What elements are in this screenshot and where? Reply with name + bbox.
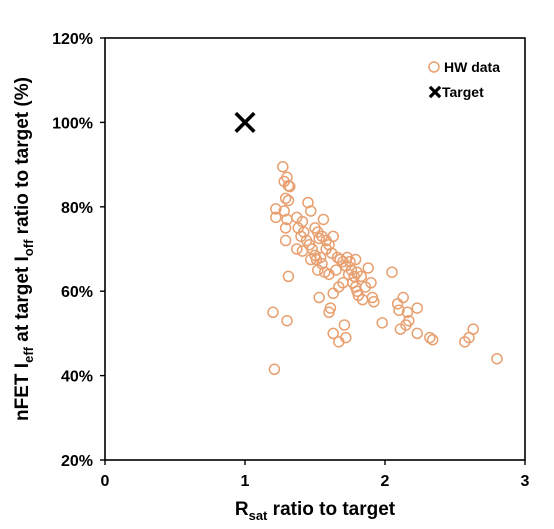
legend-hw-label: HW data (444, 59, 500, 75)
hw-data-point (333, 281, 345, 293)
hw-data-point (365, 277, 377, 289)
hw-data-point (401, 306, 414, 319)
hw-data-point (394, 323, 407, 335)
hw-data-point (291, 243, 303, 255)
hw-data-point (327, 327, 339, 340)
hw-data-point (267, 306, 279, 319)
x-tick-label: 1 (241, 473, 250, 490)
x-axis-ticks: 0 1 2 3 (101, 460, 530, 490)
plot-area (104, 37, 526, 461)
target-point (234, 111, 256, 133)
hw-data-point (338, 319, 351, 331)
hw-data-point (426, 333, 439, 346)
legend-target-marker (428, 85, 442, 99)
hw-data-point (313, 232, 325, 245)
legend: HW data Target (428, 59, 500, 100)
hw-data-point (386, 266, 398, 278)
hw-data-point (313, 291, 325, 304)
hw-data-point (305, 205, 317, 217)
legend-target-label: Target (442, 84, 484, 100)
hw-data-point (305, 253, 317, 266)
hw-data-point (282, 270, 295, 283)
data-points (234, 111, 503, 376)
y-tick-label: 60% (61, 284, 93, 301)
y-axis-ticks: 20% 40% 60% 80% 100% 120% (52, 31, 105, 470)
hw-data-point (323, 306, 335, 319)
x-axis-title: Rsat ratio to target (235, 499, 396, 523)
hw-data-point (317, 213, 330, 226)
hw-data-point (391, 298, 404, 310)
hw-data-point (281, 314, 293, 327)
hw-data-point (268, 363, 281, 376)
hw-data-point (344, 255, 356, 268)
hw-data-point (327, 230, 339, 243)
hw-data-point (312, 264, 324, 276)
hw-data-point (279, 222, 292, 234)
y-tick-label: 120% (52, 31, 93, 48)
hw-data-point (279, 192, 292, 205)
x-tick-label: 0 (101, 473, 110, 490)
hw-data-point (349, 253, 362, 266)
hw-data-point (277, 160, 289, 173)
hw-data-point (467, 323, 479, 335)
hw-data-point (411, 302, 423, 314)
y-axis-title: nFET Ieff at target Ioff ratio to target… (12, 77, 36, 421)
hw-data-point (376, 317, 388, 329)
hw-data-point (397, 291, 409, 304)
y-tick-label: 20% (61, 453, 93, 470)
hw-data-point (270, 203, 282, 215)
hw-data-point (327, 287, 339, 300)
hw-data-point (333, 336, 345, 348)
y-tick-label: 80% (61, 200, 93, 217)
hw-data-point (411, 327, 423, 340)
hw-data-point (284, 180, 296, 193)
y-tick-label: 40% (61, 369, 93, 386)
hw-data-point (279, 234, 292, 247)
hw-data-point (270, 211, 282, 224)
hw-data-point (351, 266, 363, 278)
legend-hw-marker (428, 61, 440, 73)
hw-data-point (491, 352, 503, 365)
hw-data-point (393, 304, 405, 316)
hw-data-point (282, 194, 295, 207)
y-tick-label: 100% (52, 115, 93, 132)
hw-data-point (362, 262, 374, 274)
hw-data-point (330, 264, 342, 276)
hw-data-point (368, 296, 380, 308)
x-tick-label: 2 (381, 473, 390, 490)
hw-data-point (424, 331, 436, 344)
x-tick-label: 3 (521, 473, 530, 490)
